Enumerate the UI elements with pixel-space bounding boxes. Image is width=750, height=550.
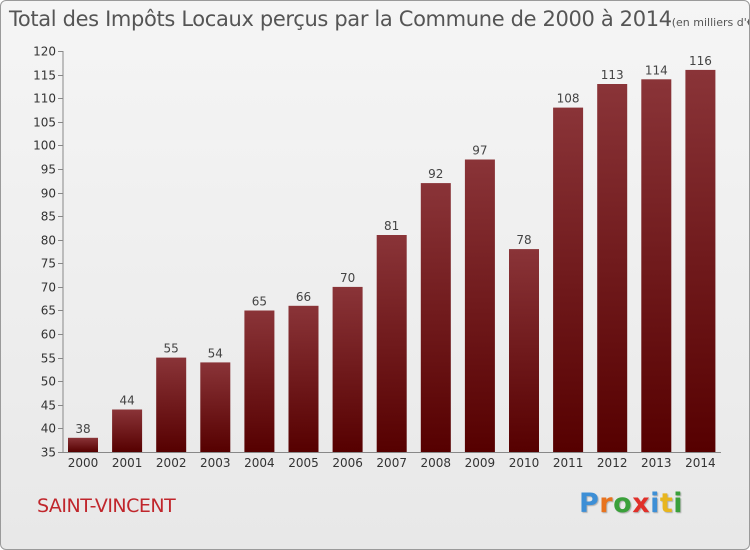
value-label-2010: 78 bbox=[516, 233, 531, 247]
y-tick-label: 40 bbox=[41, 422, 56, 436]
proxiti-logo[interactable]: Proxiti bbox=[579, 488, 683, 519]
y-tick-label: 45 bbox=[41, 399, 56, 413]
chart-title: Total des Impôts Locaux perçus par la Co… bbox=[9, 7, 750, 31]
logo-letter: o bbox=[613, 488, 633, 519]
x-tick-label-2004: 2004 bbox=[244, 456, 275, 470]
bar-2001 bbox=[112, 409, 143, 452]
bar-2014 bbox=[685, 69, 716, 453]
bar-2013 bbox=[641, 79, 672, 453]
value-label-2007: 81 bbox=[384, 219, 399, 233]
x-tick-label-2014: 2014 bbox=[685, 456, 716, 470]
y-tick-label: 75 bbox=[41, 257, 56, 271]
value-label-2009: 97 bbox=[472, 144, 487, 158]
bar-2003 bbox=[200, 362, 231, 452]
y-tick-label: 50 bbox=[41, 375, 56, 389]
value-label-2003: 54 bbox=[208, 346, 223, 360]
x-tick-label-2006: 2006 bbox=[332, 456, 363, 470]
value-labels: 38 44 55 54 65 66 70 81 92 97 78 108 113 114 116 bbox=[75, 54, 711, 436]
value-label-2011: 108 bbox=[557, 92, 580, 106]
bar-2005 bbox=[288, 305, 319, 452]
y-tick-label: 95 bbox=[41, 163, 56, 177]
y-tick-label: 115 bbox=[33, 69, 56, 83]
y-tick-label: 55 bbox=[41, 352, 56, 366]
x-tick-label-2005: 2005 bbox=[288, 456, 319, 470]
value-label-2008: 92 bbox=[428, 167, 443, 181]
value-label-2000: 38 bbox=[75, 422, 90, 436]
x-tick-label-2011: 2011 bbox=[553, 456, 584, 470]
y-tick-label: 85 bbox=[41, 210, 56, 224]
x-tick-label-2008: 2008 bbox=[421, 456, 452, 470]
y-tick-label: 100 bbox=[33, 139, 56, 153]
y-tick-label: 65 bbox=[41, 304, 56, 318]
y-tick-label: 70 bbox=[41, 281, 56, 295]
y-axis: 35 40 45 50 55 60 65 70 75 80 85 90 95 100 105 110 115 12… bbox=[33, 45, 64, 460]
logo-letter: i bbox=[673, 488, 684, 519]
bar-2012 bbox=[597, 84, 628, 452]
value-label-2004: 65 bbox=[252, 295, 267, 309]
x-tick-label-2007: 2007 bbox=[376, 456, 407, 470]
bar-2002 bbox=[156, 357, 187, 452]
x-tick-label-2002: 2002 bbox=[156, 456, 187, 470]
x-axis: 2000 2001 2002 2003 2004 2005 2006 2007 2008 2009… bbox=[63, 452, 721, 470]
x-tick-label-2001: 2001 bbox=[112, 456, 143, 470]
y-tick-label: 110 bbox=[33, 92, 56, 106]
bar-2007 bbox=[376, 235, 407, 452]
logo-letter: t bbox=[659, 488, 674, 519]
bar-2004 bbox=[244, 310, 275, 452]
x-tick-label-2009: 2009 bbox=[465, 456, 496, 470]
logo-letter: x bbox=[632, 488, 651, 519]
value-label-2014: 116 bbox=[689, 54, 712, 68]
bar-2006 bbox=[332, 286, 363, 452]
chart-title-text: Total des Impôts Locaux perçus par la Co… bbox=[9, 7, 672, 31]
value-label-2012: 113 bbox=[601, 68, 624, 82]
bar-2000 bbox=[68, 437, 98, 452]
y-tick-label: 80 bbox=[41, 234, 56, 248]
logo-letter: i bbox=[650, 488, 660, 519]
value-label-2005: 66 bbox=[296, 290, 311, 304]
chart-unit-note: (en milliers d'€) bbox=[671, 16, 750, 29]
bars bbox=[68, 69, 716, 453]
x-tick-label-2000: 2000 bbox=[68, 456, 99, 470]
bar-2009 bbox=[464, 159, 495, 452]
bar-2010 bbox=[509, 249, 539, 452]
y-tick-label: 120 bbox=[33, 45, 56, 59]
logo-letter: P bbox=[579, 488, 600, 519]
x-tick-label-2012: 2012 bbox=[597, 456, 628, 470]
x-tick-label-2013: 2013 bbox=[641, 456, 672, 470]
logo-letter: r bbox=[599, 488, 614, 519]
x-tick-label-2003: 2003 bbox=[200, 456, 231, 470]
y-tick-label: 60 bbox=[41, 328, 56, 342]
y-tick-label: 35 bbox=[41, 446, 56, 460]
y-tick-label: 105 bbox=[33, 116, 56, 130]
value-label-2006: 70 bbox=[340, 271, 355, 285]
bar-2008 bbox=[420, 183, 451, 452]
bar-2011 bbox=[553, 107, 584, 452]
value-label-2013: 114 bbox=[645, 63, 668, 77]
value-label-2002: 55 bbox=[164, 342, 179, 356]
value-label-2001: 44 bbox=[119, 394, 134, 408]
x-tick-label-2010: 2010 bbox=[509, 456, 540, 470]
y-tick-label: 90 bbox=[41, 187, 56, 201]
commune-name: SAINT-VINCENT bbox=[37, 495, 176, 517]
